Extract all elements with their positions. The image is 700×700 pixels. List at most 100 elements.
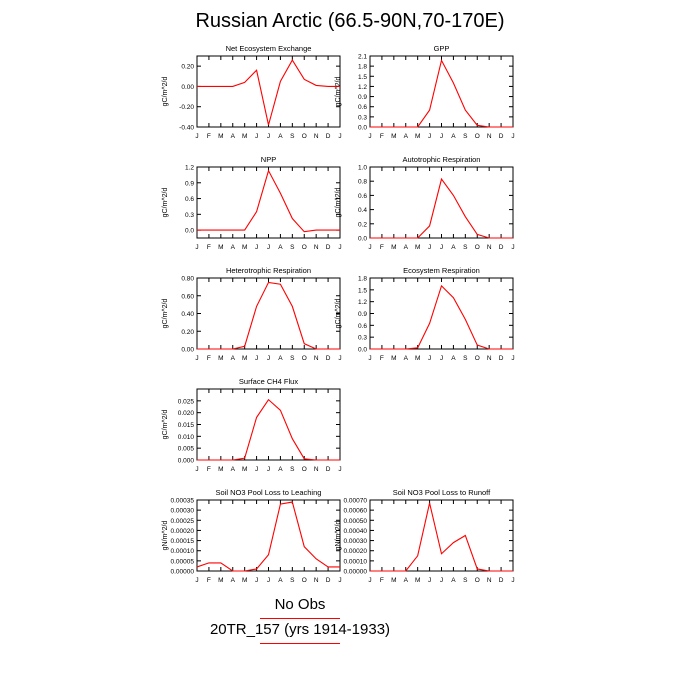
chart-title: Autotrophic Respiration <box>403 155 481 164</box>
y-tick-label: 0.00 <box>181 347 194 354</box>
x-tick-label: J <box>511 244 514 251</box>
x-tick-label: J <box>440 355 443 362</box>
x-tick-label: J <box>195 355 198 362</box>
y-tick-label: 0.60 <box>181 293 194 300</box>
x-tick-label: O <box>302 577 307 584</box>
chart-panel-0: Net Ecosystem Exchange gC/m^2/d 0.20 0.00 -0… <box>162 44 342 140</box>
x-tick-label: N <box>487 244 492 251</box>
x-tick-label: F <box>380 133 384 140</box>
x-tick-label: S <box>463 244 468 251</box>
x-tick-label: J <box>511 577 514 584</box>
x-tick-label: D <box>326 466 331 473</box>
y-axis-label: gC/m^2/d <box>335 299 342 329</box>
y-tick-label: 1.0 <box>358 165 367 172</box>
y-axis-label: gC/m^2/d <box>335 77 342 107</box>
y-tick-label: 2.1 <box>358 54 367 61</box>
chart-title: Soil NO3 Pool Loss to Leaching <box>216 488 322 497</box>
y-tick-label: 0.6 <box>358 193 367 200</box>
x-tick-label: J <box>338 577 341 584</box>
series-line-0 <box>197 169 340 233</box>
y-tick-label: 1.5 <box>358 287 367 294</box>
legend-line-no-obs <box>260 618 340 619</box>
y-tick-label: 0.00005 <box>171 558 195 565</box>
plot-frame <box>369 277 514 350</box>
x-tick-label: J <box>511 355 514 362</box>
x-tick-label: M <box>242 244 247 251</box>
y-tick-label: 1.2 <box>358 84 367 91</box>
x-tick-label: F <box>380 355 384 362</box>
x-tick-label: M <box>218 244 223 251</box>
series-line-0 <box>197 281 340 350</box>
x-tick-label: M <box>415 244 420 251</box>
chart-title: Soil NO3 Pool Loss to Runoff <box>393 488 491 497</box>
y-tick-label: 0.00035 <box>171 498 195 505</box>
y-tick-label: 0.00020 <box>171 528 195 535</box>
x-tick-label: F <box>207 466 211 473</box>
x-tick-label: M <box>415 577 420 584</box>
y-tick-label: 0.20 <box>181 64 194 71</box>
series-line-0 <box>370 177 513 239</box>
x-tick-label: N <box>314 244 319 251</box>
x-tick-label: S <box>290 244 295 251</box>
x-tick-label: S <box>290 466 295 473</box>
plot-frame <box>196 55 341 128</box>
y-tick-label: 0.000 <box>178 458 195 465</box>
y-tick-label: 1.8 <box>358 276 367 283</box>
x-tick-label: O <box>302 355 307 362</box>
x-tick-label: J <box>511 133 514 140</box>
y-axis-label: gC/m^2/d <box>162 410 169 440</box>
y-tick-label: 0.00 <box>181 84 194 91</box>
x-tick-label: M <box>391 577 396 584</box>
x-tick-label: J <box>338 133 341 140</box>
y-tick-label: 0.9 <box>358 311 367 318</box>
y-tick-label: 0.6 <box>185 196 194 203</box>
x-tick-label: M <box>242 133 247 140</box>
x-tick-label: O <box>475 133 480 140</box>
y-tick-label: 0.00070 <box>344 498 368 505</box>
y-tick-label: 0.00030 <box>344 538 368 545</box>
y-tick-label: 0.010 <box>178 434 195 441</box>
chart-panel-6: Surface CH4 Flux gC/m^2/d 0.025 0.020 0.015 0… <box>162 377 342 473</box>
x-tick-label: J <box>440 244 443 251</box>
y-tick-label: 0.40 <box>181 311 194 318</box>
x-tick-label: J <box>428 244 431 251</box>
y-tick-label: 0.8 <box>358 179 367 186</box>
series-line-0 <box>370 502 513 572</box>
x-tick-label: S <box>463 133 468 140</box>
y-tick-label: 0.020 <box>178 410 195 417</box>
x-tick-label: M <box>218 355 223 362</box>
x-tick-label: A <box>451 244 456 251</box>
x-tick-label: J <box>440 577 443 584</box>
y-tick-label: 0.6 <box>358 104 367 111</box>
x-tick-label: J <box>255 577 258 584</box>
x-tick-label: F <box>207 355 211 362</box>
y-tick-label: 0.00040 <box>344 528 368 535</box>
y-tick-label: 0.6 <box>358 323 367 330</box>
x-tick-label: A <box>278 355 283 362</box>
y-tick-label: 0.3 <box>185 212 194 219</box>
y-tick-label: 0.00020 <box>344 548 368 555</box>
x-tick-label: N <box>314 466 319 473</box>
series-line-0 <box>370 284 513 350</box>
x-tick-label: S <box>290 355 295 362</box>
x-tick-label: M <box>391 133 396 140</box>
x-tick-label: D <box>326 133 331 140</box>
x-tick-label: S <box>463 355 468 362</box>
x-tick-label: J <box>368 244 371 251</box>
x-tick-label: A <box>404 577 409 584</box>
x-tick-label: J <box>255 466 258 473</box>
chart-title: NPP <box>261 155 276 164</box>
series-line-0 <box>197 398 340 461</box>
y-tick-label: 0.015 <box>178 422 195 429</box>
x-tick-label: J <box>338 355 341 362</box>
x-tick-label: N <box>487 133 492 140</box>
x-tick-label: J <box>267 577 270 584</box>
plot-frame <box>196 277 341 350</box>
y-tick-label: 0.80 <box>181 276 194 283</box>
y-tick-label: 0.2 <box>358 221 367 228</box>
x-tick-label: F <box>207 577 211 584</box>
x-tick-label: A <box>404 244 409 251</box>
x-tick-label: M <box>218 577 223 584</box>
